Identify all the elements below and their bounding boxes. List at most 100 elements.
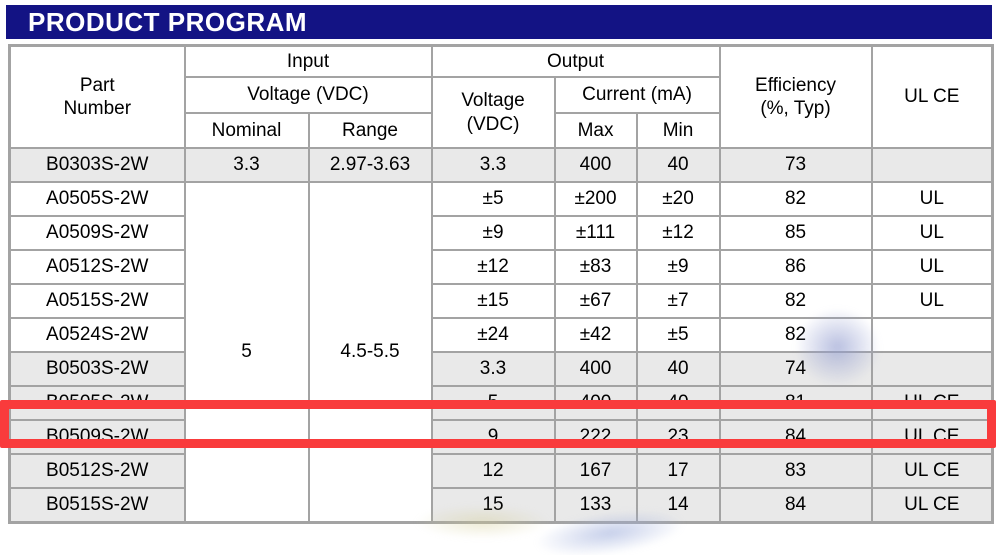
cell-efficiency: 74 [718, 351, 873, 387]
cell-output-voltage: 15 [430, 487, 556, 524]
cell-current-min: ±5 [635, 317, 721, 353]
cell-efficiency: 82 [718, 181, 873, 217]
cell-output-voltage: ±15 [430, 283, 556, 319]
table-row: B0512S-2W 12 167 17 83 UL CE [8, 453, 994, 489]
cell-current-max: 400 [553, 147, 638, 183]
cell-efficiency: 82 [718, 283, 873, 319]
cell-cert [870, 317, 994, 353]
table-row: A0505S-2W 5 4.5-5.5 ±5 ±200 ±20 82 UL [8, 181, 994, 524]
cell-cert: UL [870, 283, 994, 319]
cell-current-max: 133 [553, 487, 638, 524]
header-output-voltage-line2: (VDC) [466, 113, 520, 135]
cell-efficiency: 81 [718, 385, 873, 421]
header-ul-ce: UL CE [870, 44, 994, 149]
cell-efficiency: 84 [718, 419, 873, 455]
header-nominal: Nominal [183, 112, 310, 149]
cell-output-voltage: ±24 [430, 317, 556, 353]
cell-efficiency: 83 [718, 453, 873, 489]
cell-output-voltage: ±12 [430, 249, 556, 285]
header-efficiency: Efficiency (%, Typ) [718, 44, 873, 149]
cell-output-voltage: ±9 [430, 215, 556, 251]
header-efficiency-line2: (%, Typ) [760, 98, 831, 119]
header-current: Current (mA) [553, 76, 721, 114]
cell-efficiency: 85 [718, 215, 873, 251]
cell-part-number: A0512S-2W [8, 249, 186, 285]
cell-current-max: 400 [553, 385, 638, 421]
cell-current-max: ±111 [553, 215, 638, 251]
table-row: A0509S-2W ±9 ±111 ±12 85 UL [8, 215, 994, 251]
cell-current-min: ±12 [635, 215, 721, 251]
header-part-line2: Number [63, 98, 132, 119]
cell-input-nominal-merged: 5 [183, 181, 310, 524]
cell-cert [870, 147, 994, 183]
header-range: Range [307, 112, 433, 149]
cell-input-range-merged: 4.5-5.5 [307, 181, 433, 524]
cell-output-voltage: ±5 [430, 181, 556, 217]
title-bar: PRODUCT PROGRAM [6, 5, 992, 39]
cell-cert: UL CE [870, 385, 994, 421]
cell-output-voltage: 5 [430, 385, 556, 421]
page-title: PRODUCT PROGRAM [28, 6, 308, 37]
header-output-voltage: Voltage (VDC) [430, 76, 556, 149]
cell-current-max: ±67 [553, 283, 638, 319]
cell-current-min: 17 [635, 453, 721, 489]
cell-current-max: 222 [553, 419, 638, 455]
cell-part-number: B0505S-2W [8, 385, 186, 421]
cell-current-max: 167 [553, 453, 638, 489]
table-row: B0515S-2W 15 133 14 84 UL CE [8, 487, 994, 524]
header-min: Min [635, 112, 721, 149]
cell-current-min: 14 [635, 487, 721, 524]
table-row: A0524S-2W ±24 ±42 ±5 82 [8, 317, 994, 353]
cell-input-nominal: 3.3 [183, 147, 310, 183]
table-row: B0509S-2W 9 222 23 84 UL CE [8, 419, 994, 455]
table-row: A0515S-2W ±15 ±67 ±7 82 UL [8, 283, 994, 319]
cell-current-min: 40 [635, 351, 721, 387]
cell-output-voltage: 3.3 [430, 351, 556, 387]
header-output: Output [430, 44, 721, 78]
cell-cert: UL CE [870, 453, 994, 489]
header-output-voltage-line1: Voltage [461, 90, 525, 112]
cell-cert: UL [870, 181, 994, 217]
product-table: Part Number Input Output Efficiency (%, Ty… [8, 44, 995, 524]
header-part-number: Part Number [8, 44, 186, 149]
cell-part-number: A0505S-2W [8, 181, 186, 217]
cell-part-number: B0515S-2W [8, 487, 186, 524]
table-row: A0512S-2W ±12 ±83 ±9 86 UL [8, 249, 994, 285]
header-part-line1: Part [79, 74, 115, 96]
cell-cert: UL [870, 249, 994, 285]
cell-efficiency: 73 [718, 147, 873, 183]
cell-part-number: B0512S-2W [8, 453, 186, 489]
cell-cert [870, 351, 994, 387]
cell-current-max: ±200 [553, 181, 638, 217]
header-input-voltage: Voltage (VDC) [183, 76, 433, 114]
cell-input-range: 2.97-3.63 [307, 147, 433, 183]
cell-current-max: ±42 [553, 317, 638, 353]
cell-current-max: 400 [553, 351, 638, 387]
cell-current-max: ±83 [553, 249, 638, 285]
header-max: Max [553, 112, 638, 149]
cell-current-min: 40 [635, 147, 721, 183]
cell-current-min: ±9 [635, 249, 721, 285]
cell-current-min: 40 [635, 385, 721, 421]
cell-current-min: 23 [635, 419, 721, 455]
cell-part-number: A0524S-2W [8, 317, 186, 353]
table-row: B0503S-2W 3.3 400 40 74 [8, 351, 994, 387]
cell-current-min: ±20 [635, 181, 721, 217]
table-row: B0303S-2W 3.3 2.97-3.63 3.3 400 40 73 [8, 147, 994, 183]
cell-efficiency: 84 [718, 487, 873, 524]
cell-part-number: B0509S-2W [8, 419, 186, 455]
header-efficiency-line1: Efficiency [755, 74, 836, 96]
cell-efficiency: 86 [718, 249, 873, 285]
cell-part-number: A0509S-2W [8, 215, 186, 251]
table-row-highlighted: B0505S-2W 5 400 40 81 UL CE [8, 385, 994, 421]
cell-part-number: A0515S-2W [8, 283, 186, 319]
cell-cert: UL [870, 215, 994, 251]
cell-part-number: B0303S-2W [8, 147, 186, 183]
cell-cert: UL CE [870, 419, 994, 455]
cell-output-voltage: 3.3 [430, 147, 556, 183]
cell-cert: UL CE [870, 487, 994, 524]
cell-output-voltage: 9 [430, 419, 556, 455]
cell-current-min: ±7 [635, 283, 721, 319]
cell-output-voltage: 12 [430, 453, 556, 489]
